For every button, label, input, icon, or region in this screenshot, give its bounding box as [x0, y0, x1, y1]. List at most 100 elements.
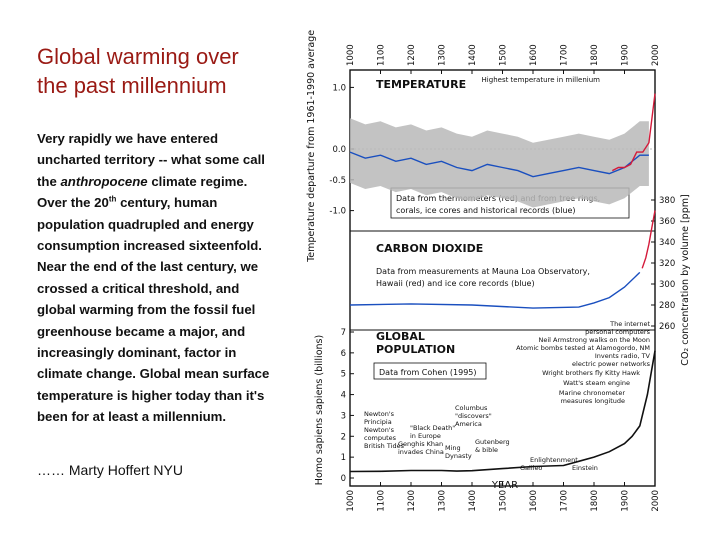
body-line: population quadrupled and energy: [37, 216, 254, 232]
event-annotation: The internet: [609, 320, 650, 328]
bottom-year-label: 1000: [346, 490, 356, 512]
event-annotation: "discovers": [455, 412, 492, 420]
event-annotation: Gutenberg: [475, 438, 510, 446]
event-annotation: Columbus: [455, 404, 488, 412]
co2-data-note: Hawaii (red) and ice core records (blue): [376, 279, 535, 288]
co2-tick-label: 360: [659, 217, 675, 227]
co2-data-note: Data from measurements at Mauna Loa Obse…: [376, 267, 590, 276]
top-year-label: 1400: [468, 44, 478, 66]
co2-red-series: [641, 210, 656, 269]
temperature-blue-series: [349, 151, 649, 178]
bottom-year-label: 1300: [438, 490, 448, 512]
top-year-label: 1300: [438, 44, 448, 66]
credit-line: …… Marty Hoffert NYU: [37, 462, 183, 478]
top-year-label: 1900: [621, 44, 631, 66]
co2-tick-label: 260: [659, 322, 675, 332]
top-year-label: 1700: [560, 44, 570, 66]
bottom-year-label: 1200: [407, 490, 417, 512]
climate-figure: Temperature departure from 1961-1990 ave…: [306, 30, 691, 512]
body-line: increasingly dominant, factor in: [37, 345, 237, 361]
population-data-note: Data from Cohen (1995): [379, 368, 477, 377]
event-annotation: "Black Death": [410, 424, 455, 432]
event-annotation: America: [455, 420, 482, 428]
body-line: the anthropocene climate regime.: [37, 173, 248, 189]
event-annotation: Ming: [445, 444, 461, 452]
bottom-year-label: 1700: [560, 490, 570, 512]
population-axis-label: Homo sapiens sapiens (billions): [314, 335, 325, 485]
temperature-data-note: corals, ice cores and historical records…: [396, 206, 576, 215]
co2-tick-label: 300: [659, 280, 675, 290]
event-annotation: Newton's: [364, 410, 395, 418]
co2-tick-label: 380: [659, 196, 675, 206]
temperature-tick-label: 1.0: [332, 83, 346, 93]
event-annotation: Neil Armstrong walks on the Moon: [538, 336, 650, 344]
event-annotation: & bible: [475, 446, 498, 454]
event-annotation: Wright brothers fly Kitty Hawk: [542, 369, 640, 377]
body-line: Very rapidly we have entered: [37, 131, 219, 146]
event-annotation: Einstein: [572, 464, 598, 472]
event-annotation: Marine chronometer: [559, 389, 625, 397]
temperature-data-note: Data from thermometers (red) and from tr…: [396, 194, 600, 203]
body-line: uncharted territory -- what some call: [37, 152, 265, 168]
population-tick-label: 0: [341, 474, 346, 484]
event-annotation: Watt's steam engine: [563, 379, 630, 387]
bottom-year-label: 2000: [651, 490, 661, 512]
population-tick-label: 1: [341, 453, 346, 463]
top-year-label: 1000: [346, 44, 356, 66]
top-year-label: 1600: [529, 44, 539, 66]
event-annotation: Enlightenment: [530, 456, 578, 464]
event-annotation: British Tides: [364, 442, 405, 450]
temperature-axis-label: Temperature departure from 1961-1990 ave…: [306, 30, 317, 263]
event-annotation: Invents radio, TV: [595, 352, 651, 360]
top-year-label: 1200: [407, 44, 417, 66]
temperature-tick-label: -0.5: [329, 176, 346, 186]
population-tick-label: 3: [341, 411, 346, 421]
population-tick-label: 4: [341, 391, 346, 401]
bottom-year-label: 1600: [529, 490, 539, 512]
event-annotation: electric power networks: [572, 360, 651, 368]
co2-tick-label: 320: [659, 259, 675, 269]
event-annotation: computes: [364, 434, 397, 442]
title-line-1: Global warming over: [37, 44, 239, 69]
population-tick-label: 6: [341, 349, 346, 359]
body-line: consumption increased sixteenfold.: [37, 238, 262, 254]
bottom-year-label: 1800: [590, 490, 600, 512]
body-line: Near the end of the last century, we: [37, 259, 259, 275]
population-panel-title: GLOBAL: [376, 330, 425, 343]
population-tick-label: 2: [341, 432, 346, 442]
event-annotation: Genghis Khan: [398, 440, 443, 448]
body-line: climate change. Global mean surface: [37, 366, 270, 382]
body-line: temperature is higher today than it's: [37, 387, 265, 403]
top-year-label: 1800: [590, 44, 600, 66]
body-line: Over the 20th century, human: [37, 194, 218, 211]
slide-title: Global warming over the past millennium: [37, 42, 307, 100]
event-annotation: Principia: [364, 418, 392, 426]
population-tick-label: 7: [341, 328, 346, 338]
body-paragraph: Very rapidly we have entered uncharted t…: [37, 128, 302, 428]
bottom-year-label: 1400: [468, 490, 478, 512]
temperature-peak-note: Highest temperature in millenium: [482, 76, 601, 84]
population-data-box: [373, 362, 487, 380]
co2-panel-title: CARBON DIOXIDE: [376, 242, 483, 255]
temperature-panel-title: TEMPERATURE: [376, 78, 466, 91]
body-line: been for at least a millennium.: [37, 409, 227, 425]
x-axis-label: YEAR: [491, 480, 518, 491]
bottom-year-label: 1500: [499, 490, 509, 512]
anthropocene-term: anthropocene: [60, 173, 148, 189]
event-annotation: personal computers: [585, 328, 650, 336]
temperature-tick-label: -1.0: [329, 207, 346, 217]
population-panel-title: POPULATION: [376, 343, 455, 356]
bottom-year-label: 1900: [621, 490, 631, 512]
event-annotation: invades China: [398, 448, 444, 456]
co2-blue-series: [349, 271, 641, 309]
top-year-label: 1100: [377, 44, 387, 66]
body-line: global warming from the fossil fuel: [37, 302, 256, 318]
co2-tick-label: 340: [659, 238, 675, 248]
body-line: crossed a critical threshold, and: [37, 280, 240, 296]
co2-axis-label: CO₂ concentration by volume [ppm]: [680, 194, 691, 365]
event-annotation: in Europe: [410, 432, 441, 440]
top-year-label: 1500: [499, 44, 509, 66]
top-year-label: 2000: [651, 44, 661, 66]
event-annotation: measures longitude: [561, 397, 625, 405]
title-line-2: the past millennium: [37, 73, 227, 98]
